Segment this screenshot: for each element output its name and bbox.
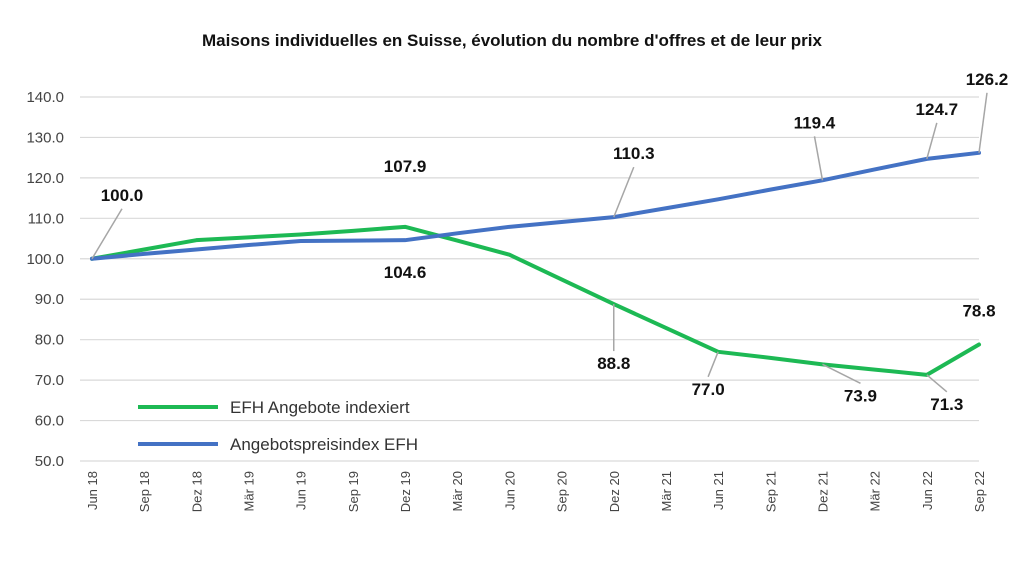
x-tick-label: Sep 19	[346, 471, 361, 512]
x-tick-label: Sep 22	[972, 471, 987, 512]
series-line	[90, 150, 981, 261]
legend-label: Angebotspreisindex EFH	[230, 435, 418, 454]
x-tick-label: Dez 21	[815, 471, 830, 512]
data-label: 78.8	[962, 302, 995, 321]
x-tick-label: Mär 19	[242, 471, 257, 511]
y-tick-label: 50.0	[35, 453, 64, 470]
data-label: 100.0	[101, 186, 144, 205]
data-label: 110.3	[613, 144, 655, 163]
x-tick-label: Dez 18	[189, 471, 204, 512]
y-tick-label: 130.0	[26, 129, 64, 146]
leader-line	[91, 208, 123, 260]
x-tick-label: Mär 22	[868, 471, 883, 511]
x-tick-label: Jun 18	[85, 471, 100, 510]
y-tick-label: 60.0	[35, 413, 64, 430]
x-tick-label: Jun 19	[294, 471, 309, 510]
y-tick-label: 90.0	[35, 291, 64, 308]
y-tick-label: 80.0	[35, 332, 64, 349]
y-tick-label: 110.0	[28, 210, 64, 227]
leader-line	[707, 351, 719, 378]
leader-line	[813, 136, 824, 181]
data-label: 71.3	[930, 395, 963, 414]
data-label: 119.4	[794, 113, 836, 132]
y-tick-label: 120.0	[26, 170, 64, 187]
data-label: 126.2	[966, 70, 1009, 89]
x-tick-label: Jun 21	[711, 471, 726, 510]
data-label: 104.6	[384, 263, 427, 282]
x-tick-label: Jun 22	[920, 471, 935, 510]
data-label: 88.8	[597, 354, 630, 373]
x-tick-label: Dez 19	[398, 471, 413, 512]
data-label: 77.0	[692, 380, 725, 399]
y-tick-label: 70.0	[35, 372, 64, 389]
leader-line	[822, 363, 861, 385]
x-tick-label: Sep 18	[137, 471, 152, 512]
leader-line	[613, 166, 635, 218]
x-tick-label: Dez 20	[607, 471, 622, 512]
y-tick-label: 140.0	[26, 89, 64, 106]
x-tick-label: Mär 21	[659, 471, 674, 511]
leader-line	[926, 122, 938, 160]
x-tick-label: Jun 20	[502, 471, 517, 510]
data-label: 124.7	[916, 100, 959, 119]
x-tick-label: Mär 20	[450, 471, 465, 511]
y-tick-label: 100.0	[26, 251, 64, 268]
x-tick-label: Sep 21	[763, 471, 778, 512]
data-label: 73.9	[844, 386, 877, 405]
data-label: 107.9	[384, 157, 427, 176]
leader-line	[926, 374, 948, 393]
chart-title: Maisons individuelles en Suisse, évoluti…	[202, 31, 822, 50]
legend-label: EFH Angebote indexiert	[230, 398, 410, 417]
series-line	[90, 224, 981, 377]
leader-line	[978, 92, 988, 153]
x-tick-label: Sep 20	[555, 471, 570, 512]
